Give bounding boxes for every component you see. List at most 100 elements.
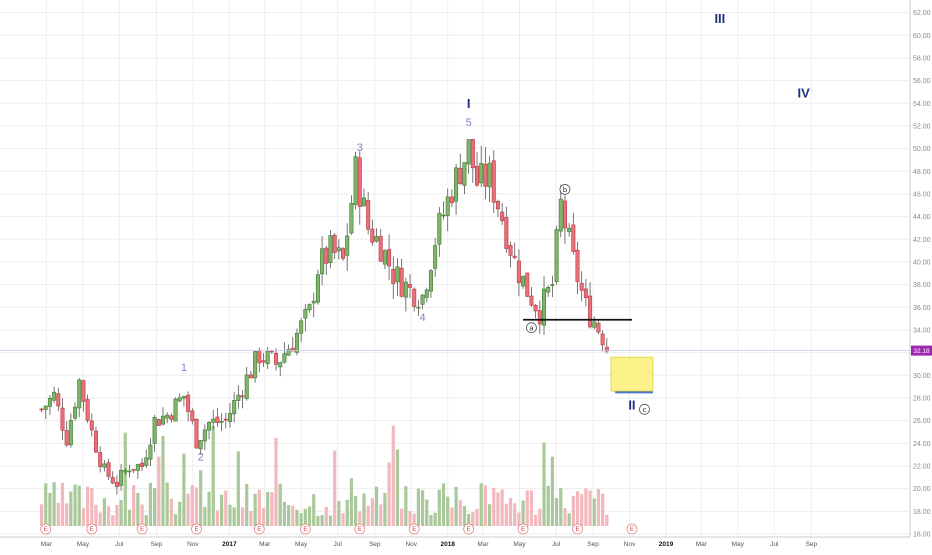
wave-label-4: 4	[420, 312, 426, 324]
x-tick-label: May	[77, 541, 90, 548]
candle-body	[290, 347, 295, 352]
volume-bar	[366, 505, 370, 526]
y-tick-label: 30.00	[913, 373, 931, 380]
volume-bar	[194, 487, 199, 526]
volume-bar	[567, 513, 571, 526]
candle-body	[282, 353, 287, 363]
x-tick-label: Nov	[405, 541, 417, 548]
candle-body	[265, 350, 270, 365]
candle-body	[253, 351, 258, 379]
earnings-marker	[572, 523, 583, 535]
candle-body	[458, 167, 463, 184]
volume-bar	[115, 505, 119, 526]
circle-marker-a	[526, 322, 537, 334]
x-tick-label: Jul	[552, 541, 561, 548]
volume-bar	[395, 449, 400, 526]
earnings-label: E	[412, 527, 416, 533]
volume-bar	[157, 456, 161, 526]
volume-bar	[521, 500, 525, 526]
volume-bar	[324, 506, 328, 526]
earnings-label: E	[358, 527, 362, 533]
earnings-marker	[253, 523, 265, 535]
volume-bar	[601, 493, 605, 526]
candle-body	[533, 304, 538, 312]
x-tick-label: Mar	[41, 541, 53, 548]
candle-body	[186, 394, 191, 412]
volume-bar	[52, 482, 56, 526]
candle-body	[391, 268, 396, 284]
wave-label-2: 2	[198, 451, 204, 463]
earnings-marker	[626, 523, 638, 535]
volume-bar	[65, 503, 69, 526]
circle-label-c: c	[643, 405, 647, 414]
candle-body	[571, 224, 576, 252]
volume-bar	[487, 504, 492, 526]
candle-body	[177, 397, 182, 402]
volume-bar	[446, 496, 450, 526]
y-tick-label: 62.00	[913, 10, 931, 17]
earnings-label: E	[194, 527, 198, 533]
volume-bar	[492, 487, 496, 526]
wave-label-ii: II	[628, 397, 635, 412]
volume-bar	[220, 494, 224, 526]
candle-body	[483, 163, 488, 187]
volume-bar	[337, 500, 341, 526]
earnings-marker	[354, 523, 366, 535]
candle-body	[370, 228, 375, 243]
volume-bar	[580, 494, 584, 526]
candle-body	[165, 414, 170, 419]
volume-bar	[257, 489, 261, 526]
candle-body	[173, 398, 178, 422]
candle-body	[299, 320, 304, 334]
candle-body	[156, 419, 161, 426]
candle-body	[119, 469, 124, 486]
candle-body	[525, 272, 530, 297]
y-tick-label: 24.00	[913, 441, 931, 448]
candle-body	[416, 306, 421, 309]
candle-body	[148, 444, 153, 460]
wave-label-iii: III	[714, 11, 725, 26]
volume-bar	[165, 482, 169, 526]
volume-bar	[374, 486, 379, 526]
circle-label-b: b	[563, 185, 567, 194]
volume-bar	[56, 502, 60, 526]
x-tick-label: Jul	[770, 541, 779, 548]
x-tick-label: May	[732, 541, 745, 548]
candle-body	[110, 477, 115, 484]
y-tick-label: 38.00	[913, 282, 931, 289]
volume-bar	[563, 508, 567, 526]
candle-body	[487, 162, 492, 188]
y-tick-label: 16.00	[913, 532, 931, 539]
candle-body	[542, 288, 547, 326]
volume-bar	[425, 499, 429, 526]
circle-marker-b	[559, 184, 571, 195]
volume-bar	[517, 512, 521, 526]
candle-body	[89, 420, 94, 431]
candle-body	[190, 410, 195, 422]
candle-body	[219, 420, 224, 423]
volume-bar	[546, 485, 550, 526]
volume-bar	[94, 504, 98, 526]
circle-marker-c	[639, 403, 650, 415]
candle-body	[207, 422, 212, 431]
earnings-label: E	[44, 527, 48, 533]
candle-body	[303, 309, 308, 319]
candle-body	[408, 284, 413, 288]
x-tick-label: 2017	[222, 541, 237, 548]
earnings-label: E	[257, 527, 261, 533]
volume-bar	[605, 514, 609, 526]
volume-bar	[450, 507, 454, 526]
candle-body	[102, 463, 107, 468]
volume-bar	[542, 442, 546, 526]
candle-body	[395, 266, 400, 283]
earnings-marker	[299, 523, 311, 535]
candle-body	[60, 407, 65, 431]
volume-bar	[186, 493, 190, 526]
x-tick-label: Nov	[624, 541, 636, 548]
volume-bar	[73, 484, 77, 526]
volume-bar	[232, 507, 236, 526]
volume-bar	[153, 487, 157, 526]
